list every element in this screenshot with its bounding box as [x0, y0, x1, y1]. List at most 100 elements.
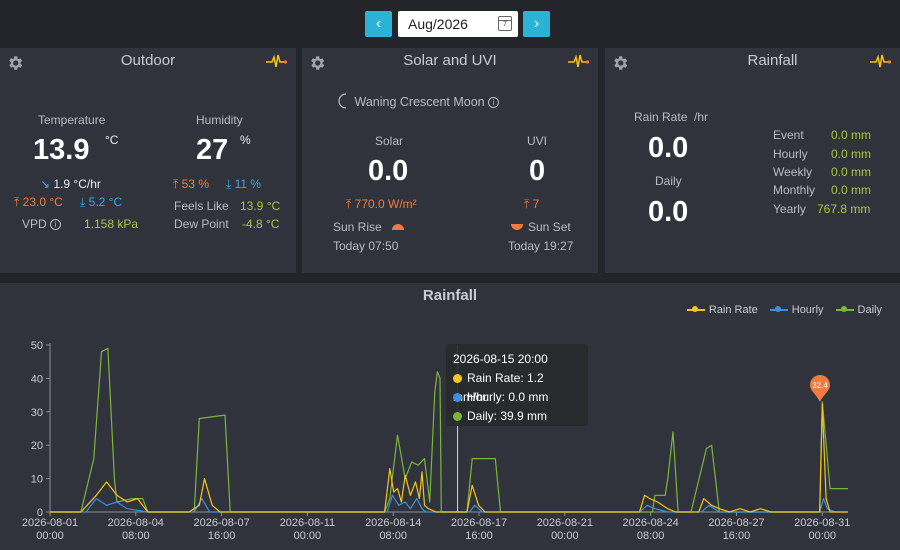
legend-label: Hourly [791, 304, 824, 316]
uvi-label: UVI [527, 134, 548, 148]
event-label: Event [773, 128, 804, 142]
moon-phase: Waning Crescent Moon i [337, 93, 500, 109]
panel-title: Outdoor [120, 52, 176, 69]
max-value-pin: 32.4 [810, 375, 830, 402]
rain-rate-label-text: Rain Rate [634, 110, 688, 124]
rainfall-chart-panel: Rainfall Rain Rate Hourly Daily 0 10 20 30 4… [0, 283, 900, 550]
humidity-low: ⤓ 11 % [226, 177, 262, 191]
solar-value: 0.0 [368, 155, 409, 187]
x-tick-label: 2026-08-21 [537, 517, 593, 529]
month-value: Aug/2026 [408, 16, 468, 32]
calendar-icon[interactable]: 7 [498, 16, 512, 31]
y-tick-label: 20 [31, 440, 43, 452]
solar-label: Solar [375, 134, 404, 148]
humidity-unit: % [240, 133, 251, 147]
y-tick-label: 0 [37, 507, 43, 519]
legend-item-rain-rate[interactable]: Rain Rate [686, 304, 758, 316]
y-tick-label: 40 [31, 373, 43, 385]
feels-like-label: Feels Like [174, 199, 229, 213]
x-tick-label: 16:00 [465, 530, 493, 542]
vpd-label-text: VPD [22, 217, 47, 231]
x-tick-label: 08:00 [379, 530, 407, 542]
x-tick-label: 00:00 [808, 530, 836, 542]
gear-icon[interactable] [611, 54, 629, 72]
moon-icon [338, 93, 347, 109]
legend-item-hourly[interactable]: Hourly [769, 304, 824, 316]
x-tick-label: 2026-08-11 [280, 517, 335, 529]
humidity-high: ⤒ 53 % [173, 177, 209, 191]
calendar-icon-day: 7 [503, 21, 507, 28]
pin-value: 32.4 [812, 381, 828, 390]
tooltip-rain-rate: Rain Rate: 1.2 mm/hr [453, 369, 581, 404]
gear-icon[interactable] [6, 54, 24, 72]
pulse-icon[interactable] [568, 53, 590, 69]
y-tick-label: 30 [31, 407, 43, 419]
x-tick-label: 00:00 [551, 530, 579, 542]
pulse-icon[interactable] [266, 53, 288, 69]
yearly-value: 767.8 mm [817, 202, 871, 216]
legend-label: Rain Rate [708, 304, 758, 316]
x-tick-label: 00:00 [36, 530, 64, 542]
yearly-label: Yearly [773, 202, 806, 216]
rainfall-line-chart[interactable]: 010203040502026-08-0100:002026-08-0408:0… [0, 283, 900, 550]
rain-rate-label: Rain Rate /hr [634, 110, 708, 124]
uvi-max-value: 7 [532, 197, 540, 211]
x-tick-label: 2026-08-17 [451, 517, 507, 529]
humidity-high-value: 53 % [181, 177, 209, 191]
temperature-label: Temperature [38, 113, 106, 127]
legend-swatch [769, 306, 788, 312]
sunset-icon [511, 224, 523, 230]
legend-item-daily[interactable]: Daily [835, 304, 882, 316]
dew-point-label: Dew Point [174, 217, 229, 231]
temperature-unit: °C [105, 133, 119, 147]
outdoor-panel: Outdoor Temperature 13.9 °C ↘ 1.9 °C/hr … [0, 48, 296, 273]
temperature-rate: ↘ 1.9 °C/hr [40, 177, 101, 191]
x-tick-label: 08:00 [637, 530, 665, 542]
trend-down-icon: ↘ [40, 177, 51, 191]
info-icon[interactable]: i [50, 219, 62, 230]
hourly-value: 0.0 mm [831, 147, 872, 161]
date-navigation: ‹ Aug/2026 7 › [0, 11, 900, 37]
x-tick-label: 2026-08-01 [22, 517, 78, 529]
temperature-low: ⤓ 5.2 °C [80, 195, 123, 209]
rain-rate-value: 0.0 [648, 132, 689, 164]
x-tick-label: 2026-08-04 [108, 517, 164, 529]
tooltip-time: 2026-08-15 20:00 [453, 352, 548, 366]
tooltip-hourly: Hourly: 0.0 mm [453, 388, 581, 407]
humidity-low-value: 11 % [234, 177, 262, 191]
monthly-value: 0.0 mm [831, 183, 872, 197]
temperature-value: 13.9 [33, 134, 90, 166]
x-tick-label: 2026-08-31 [794, 517, 850, 529]
tooltip-daily: Daily: 39.9 mm [453, 407, 581, 426]
feels-like-value: 13.9 °C [240, 199, 281, 213]
monthly-label: Monthly [773, 183, 816, 197]
pulse-icon[interactable] [870, 53, 892, 69]
sunrise-label-text: Sun Rise [333, 220, 382, 234]
weekly-label: Weekly [773, 165, 813, 179]
tooltip-hourly-text: Hourly: 0.0 mm [467, 390, 549, 404]
month-picker-input[interactable]: Aug/2026 7 [398, 11, 518, 37]
sunset-label: Sun Set [510, 220, 571, 234]
x-tick-label: 2026-08-27 [708, 517, 764, 529]
vpd-value: 1.158 kPa [84, 217, 139, 231]
info-icon[interactable]: i [488, 97, 500, 108]
tooltip-rain-rate-text: Rain Rate: 1.2 mm/hr [453, 371, 544, 404]
x-tick-label: 08:00 [122, 530, 150, 542]
tooltip-dot [453, 393, 462, 402]
next-month-button[interactable]: › [523, 11, 550, 37]
previous-month-button[interactable]: ‹ [365, 11, 392, 37]
chart-title: Rainfall [422, 287, 478, 304]
gear-icon[interactable] [308, 54, 326, 72]
sunset-value: Today 19:27 [508, 239, 574, 253]
sunset-label-text: Sun Set [528, 220, 571, 234]
x-tick-label: 2026-08-24 [622, 517, 678, 529]
temperature-rate-value: 1.9 °C/hr [53, 177, 101, 191]
y-tick-label: 50 [31, 340, 43, 352]
dew-point-value: -4.8 °C [242, 217, 280, 231]
uvi-value: 0 [529, 155, 546, 187]
chart-legend: Rain Rate Hourly Daily [686, 304, 882, 316]
rainfall-panel: Rainfall Rain Rate /hr 0.0 Daily 0.0 Eve… [605, 48, 900, 273]
event-value: 0.0 mm [831, 128, 872, 142]
humidity-label: Humidity [196, 113, 243, 127]
vpd-label: VPD i [22, 217, 62, 231]
